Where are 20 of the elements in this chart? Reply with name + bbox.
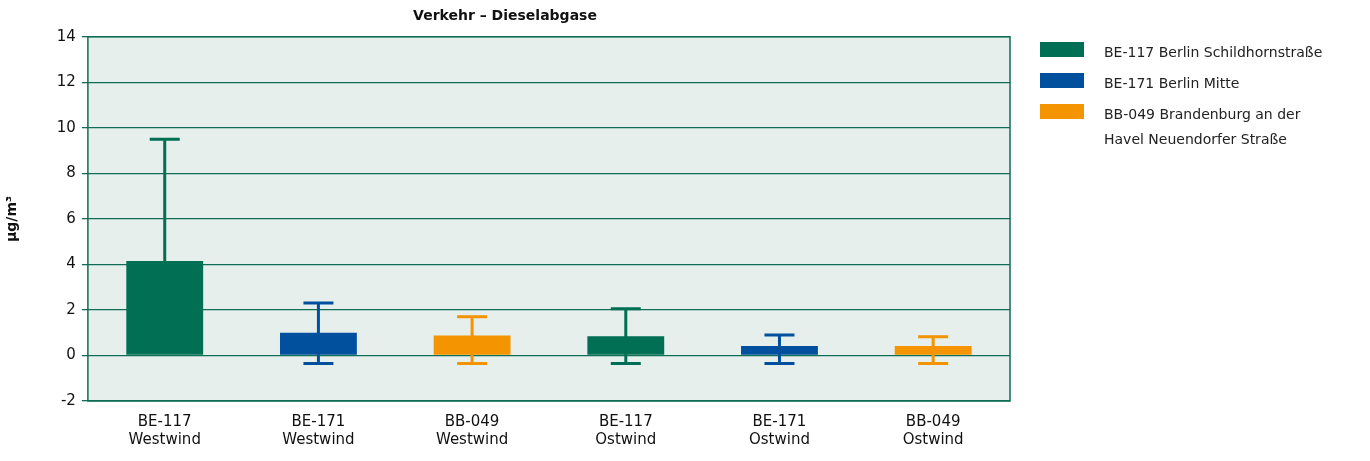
y-axis-title: µg/m³: [3, 195, 20, 242]
y-tick-label: 0: [66, 345, 76, 364]
y-tick-label: 10: [56, 117, 76, 136]
chart-title: Verkehr – Dieselabgase: [413, 7, 597, 24]
y-tick-label: -2: [60, 390, 76, 409]
x-tick-label: BE-117 Westwind: [128, 411, 201, 448]
x-tick-label: BB-049 Ostwind: [902, 411, 964, 448]
x-tick-label: BE-117 Ostwind: [595, 411, 657, 448]
x-tick-label: BB-049 Westwind: [435, 411, 509, 448]
x-tick-label: BE-171 Westwind: [282, 411, 355, 448]
y-tick-label: 2: [66, 299, 76, 318]
y-tick-label: 14: [56, 26, 76, 45]
y-tick-label: 4: [66, 254, 76, 273]
x-tick-label: BE-171 Ostwind: [748, 411, 810, 448]
legend-label: BE-117 Berlin Schildhornstraße: [1104, 43, 1323, 62]
y-tick-label: 6: [66, 208, 76, 227]
legend-label: BE-171 Berlin Mitte: [1104, 74, 1240, 93]
y-tick-label: 12: [56, 72, 76, 91]
y-tick-label: 8: [66, 163, 76, 182]
legend-label: BB-049 Brandenburg an der Havel Neuendorfer Straße: [1104, 105, 1302, 149]
